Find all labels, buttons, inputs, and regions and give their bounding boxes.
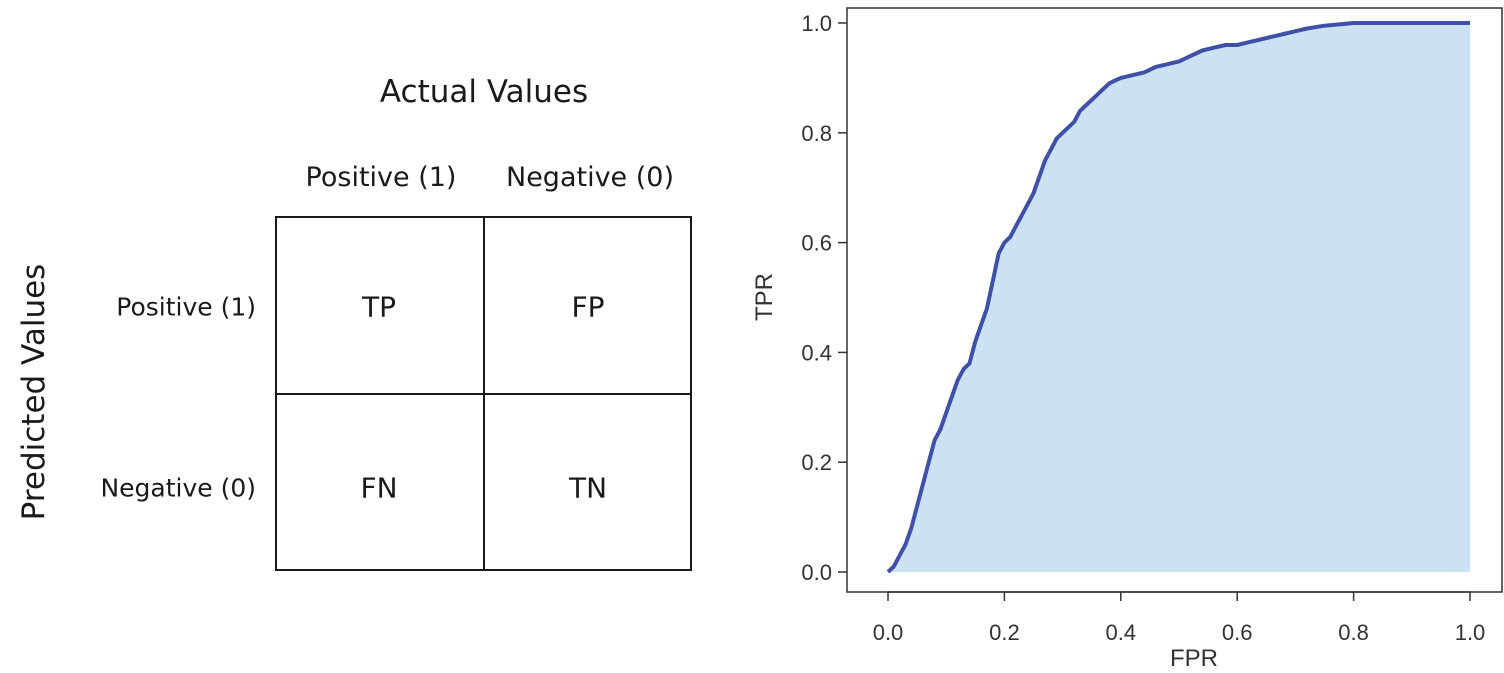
cell-false-negative: FN: [360, 471, 398, 505]
y-tick-label: 0.2: [801, 450, 832, 475]
cell-true-negative: TN: [568, 471, 608, 505]
cell-true-positive: TP: [362, 290, 396, 324]
roc-chart: 0.0 0.2 0.4 0.6 0.8 1.0 0.0 0.2 0.4 0.6 0.8 1.0 FPR…: [751, 7, 1503, 672]
y-tick-label: 0.4: [801, 340, 832, 365]
y-tick-label: 0.6: [801, 231, 832, 256]
cell-false-positive: FP: [571, 290, 605, 324]
x-tick-label: 0.8: [1338, 620, 1369, 645]
x-axis-label: FPR: [1170, 645, 1218, 672]
x-tick-label: 0.6: [1222, 620, 1253, 645]
roc-area-fill: [888, 23, 1470, 572]
column-header-positive: Positive (1): [305, 162, 457, 193]
y-tick-label: 1.0: [801, 11, 832, 36]
column-header-negative: Negative (0): [506, 162, 674, 193]
x-tick-label: 0.4: [1106, 620, 1137, 645]
matrix-horizontal-divider: [275, 393, 692, 395]
x-tick-label: 0.0: [873, 620, 904, 645]
y-axis-label: TPR: [751, 273, 778, 321]
y-tick-label: 0.0: [801, 560, 832, 585]
actual-values-title: Actual Values: [379, 74, 589, 110]
predicted-values-title: Predicted Values: [16, 263, 52, 521]
y-tick-label: 0.8: [801, 121, 832, 146]
row-header-negative: Negative (0): [100, 473, 256, 503]
roc-curve-line: [886, 21, 1470, 574]
row-header-positive: Positive (1): [116, 292, 256, 322]
x-tick-label: 0.2: [989, 620, 1020, 645]
x-tick-label: 1.0: [1455, 620, 1486, 645]
